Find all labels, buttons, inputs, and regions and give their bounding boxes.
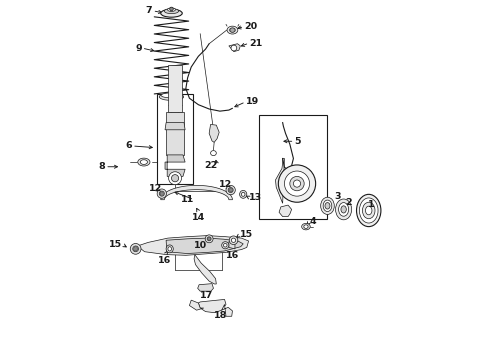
Polygon shape bbox=[166, 112, 184, 155]
Polygon shape bbox=[198, 300, 226, 313]
Ellipse shape bbox=[320, 197, 334, 215]
Text: 15: 15 bbox=[240, 230, 253, 239]
Ellipse shape bbox=[357, 194, 381, 226]
Text: 4: 4 bbox=[310, 217, 316, 226]
Text: 8: 8 bbox=[98, 162, 105, 171]
Polygon shape bbox=[229, 242, 235, 249]
Ellipse shape bbox=[302, 224, 310, 230]
Polygon shape bbox=[161, 185, 232, 200]
Polygon shape bbox=[209, 125, 219, 142]
Text: 16: 16 bbox=[158, 256, 172, 265]
Text: 1: 1 bbox=[368, 199, 375, 208]
Ellipse shape bbox=[140, 160, 147, 165]
Text: 5: 5 bbox=[294, 137, 301, 146]
Circle shape bbox=[278, 165, 316, 202]
Polygon shape bbox=[229, 44, 240, 51]
Ellipse shape bbox=[230, 28, 235, 32]
Polygon shape bbox=[166, 238, 243, 253]
Text: 10: 10 bbox=[194, 241, 207, 250]
Circle shape bbox=[285, 171, 310, 196]
Ellipse shape bbox=[172, 110, 179, 114]
Text: 19: 19 bbox=[245, 97, 259, 106]
Text: 14: 14 bbox=[192, 213, 205, 222]
Circle shape bbox=[208, 237, 211, 240]
Ellipse shape bbox=[341, 206, 346, 213]
Ellipse shape bbox=[242, 192, 245, 196]
Ellipse shape bbox=[231, 238, 236, 242]
Circle shape bbox=[290, 176, 304, 191]
Ellipse shape bbox=[363, 202, 375, 219]
Ellipse shape bbox=[157, 189, 167, 198]
Ellipse shape bbox=[228, 188, 233, 193]
Polygon shape bbox=[137, 235, 248, 255]
Polygon shape bbox=[165, 155, 185, 176]
Bar bbox=[259, 116, 327, 220]
Ellipse shape bbox=[205, 235, 213, 243]
Ellipse shape bbox=[221, 242, 229, 249]
Ellipse shape bbox=[226, 185, 235, 195]
Ellipse shape bbox=[339, 203, 349, 216]
Ellipse shape bbox=[359, 198, 378, 223]
Circle shape bbox=[229, 188, 232, 192]
Circle shape bbox=[294, 180, 300, 187]
Ellipse shape bbox=[161, 9, 182, 17]
Circle shape bbox=[169, 172, 181, 185]
Polygon shape bbox=[165, 123, 185, 130]
Ellipse shape bbox=[229, 236, 238, 244]
Ellipse shape bbox=[130, 243, 141, 254]
Ellipse shape bbox=[170, 100, 180, 106]
Ellipse shape bbox=[159, 191, 164, 196]
Ellipse shape bbox=[240, 190, 247, 198]
Ellipse shape bbox=[223, 243, 227, 247]
Ellipse shape bbox=[211, 150, 216, 156]
Text: 20: 20 bbox=[245, 22, 257, 31]
Ellipse shape bbox=[159, 93, 184, 100]
Polygon shape bbox=[194, 255, 216, 284]
Text: 11: 11 bbox=[181, 195, 194, 204]
Ellipse shape bbox=[168, 247, 172, 251]
Text: 13: 13 bbox=[249, 193, 263, 202]
Ellipse shape bbox=[138, 158, 150, 166]
Text: 7: 7 bbox=[146, 6, 152, 15]
Circle shape bbox=[133, 247, 138, 251]
Text: 22: 22 bbox=[204, 161, 218, 170]
Circle shape bbox=[172, 175, 179, 182]
Polygon shape bbox=[275, 158, 285, 203]
Ellipse shape bbox=[207, 237, 211, 241]
Text: 9: 9 bbox=[135, 44, 142, 53]
Bar bbox=[157, 94, 193, 184]
Text: 3: 3 bbox=[334, 192, 341, 201]
Circle shape bbox=[160, 192, 164, 195]
Text: 2: 2 bbox=[345, 198, 352, 207]
Polygon shape bbox=[168, 65, 182, 112]
Ellipse shape bbox=[325, 203, 330, 209]
Polygon shape bbox=[221, 305, 232, 316]
Ellipse shape bbox=[227, 26, 238, 34]
Ellipse shape bbox=[366, 206, 372, 215]
Polygon shape bbox=[197, 284, 214, 291]
Text: 15: 15 bbox=[109, 240, 122, 249]
Text: 17: 17 bbox=[200, 291, 213, 300]
Ellipse shape bbox=[336, 199, 352, 220]
Circle shape bbox=[170, 7, 173, 11]
Ellipse shape bbox=[133, 246, 139, 252]
Ellipse shape bbox=[161, 93, 182, 98]
Ellipse shape bbox=[166, 245, 173, 253]
Ellipse shape bbox=[323, 200, 332, 212]
Ellipse shape bbox=[164, 9, 179, 14]
Ellipse shape bbox=[171, 105, 179, 110]
Ellipse shape bbox=[168, 8, 175, 12]
Circle shape bbox=[230, 28, 235, 32]
Text: 6: 6 bbox=[125, 141, 132, 150]
Text: 12: 12 bbox=[219, 180, 232, 189]
Ellipse shape bbox=[304, 225, 308, 228]
Text: 18: 18 bbox=[214, 311, 227, 320]
Circle shape bbox=[231, 45, 237, 51]
Polygon shape bbox=[190, 300, 204, 310]
Text: 12: 12 bbox=[149, 184, 162, 193]
Text: 16: 16 bbox=[226, 251, 240, 260]
Polygon shape bbox=[279, 205, 292, 217]
Text: 21: 21 bbox=[249, 39, 263, 48]
